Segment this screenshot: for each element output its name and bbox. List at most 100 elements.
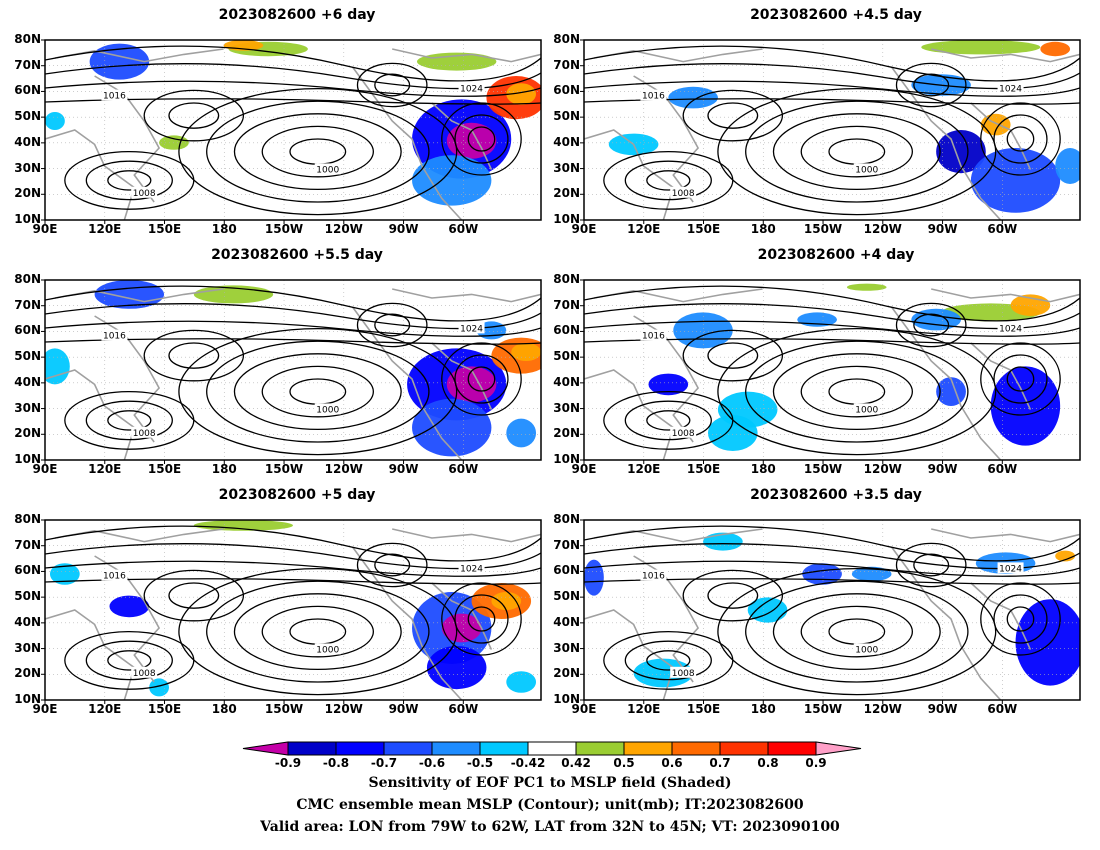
- colorbar-swatch: [287, 741, 337, 756]
- longitude-label: 60W: [448, 462, 479, 476]
- longitude-label: 150E: [147, 702, 182, 716]
- longitude-label: 90E: [32, 462, 58, 476]
- colorbar-swatch: [671, 741, 721, 756]
- contour-label: 1000: [855, 405, 878, 415]
- longitude-label: 120W: [863, 702, 902, 716]
- latitude-label: 30N: [14, 640, 41, 655]
- longitude-label: 150E: [686, 222, 721, 236]
- longitude-label: 180: [211, 702, 237, 716]
- sensitivity-shading: [49, 563, 80, 585]
- contour-label: 1016: [103, 92, 126, 102]
- longitude-label: 120E: [627, 222, 661, 236]
- latitude-label: 70N: [14, 57, 41, 72]
- latitude-label: 30N: [553, 640, 580, 655]
- latitude-label: 40N: [14, 614, 41, 629]
- colorbar-tick-label: 0.8: [757, 756, 779, 770]
- colorbar-swatch: [767, 741, 817, 756]
- contour-label: 1000: [855, 645, 878, 655]
- sensitivity-shading: [412, 398, 492, 457]
- sensitivity-shading: [1055, 550, 1076, 562]
- contour-label: 1024: [999, 324, 1022, 334]
- sensitivity-shading: [633, 658, 694, 688]
- longitude-label: 150E: [686, 462, 721, 476]
- longitude-label: 90W: [388, 702, 419, 716]
- map-panel-2: 1000 1008 1016 1024: [584, 40, 1080, 220]
- latitude-label: 10N: [14, 452, 41, 466]
- colorbar-tick-label: -0.5: [466, 756, 494, 770]
- longitude-label: 60W: [987, 702, 1018, 716]
- contour-label: 1024: [460, 324, 483, 334]
- contour-label: 1008: [672, 669, 695, 679]
- colorbar-swatch: [335, 741, 385, 756]
- latitude-label: 10N: [553, 452, 580, 466]
- latitude-label: 30N: [553, 400, 580, 415]
- latitude-label: 10N: [553, 692, 580, 706]
- contour-label: 1000: [316, 165, 339, 175]
- latitude-label: 40N: [553, 614, 580, 629]
- latitude-label: 20N: [553, 666, 580, 681]
- colorbar: [242, 741, 862, 756]
- latitude-label: 80N: [553, 272, 580, 286]
- longitude-label: 90W: [927, 462, 958, 476]
- longitude-label: 150E: [147, 462, 182, 476]
- sensitivity-shading: [511, 343, 541, 361]
- sensitivity-shading: [441, 613, 482, 643]
- latitude-label: 80N: [553, 512, 580, 526]
- latitude-label: 60N: [553, 563, 580, 578]
- latitude-label: 60N: [14, 83, 41, 98]
- sensitivity-shading: [921, 40, 1041, 55]
- latitude-label: 70N: [553, 537, 580, 552]
- longitude-label: 90E: [32, 222, 58, 236]
- longitude-label: 150E: [147, 222, 182, 236]
- latitude-label: 50N: [553, 349, 580, 364]
- latitude-label: 50N: [553, 109, 580, 124]
- longitude-label: 60W: [448, 702, 479, 716]
- colorbar-swatch: [431, 741, 481, 756]
- latitude-label: 20N: [14, 186, 41, 201]
- latitude-label: 40N: [553, 134, 580, 149]
- longitude-label: 150W: [264, 702, 304, 716]
- latitude-label: 20N: [14, 426, 41, 441]
- sensitivity-shading: [506, 83, 537, 105]
- latitude-label: 80N: [14, 32, 41, 46]
- sensitivity-shading: [1015, 599, 1080, 686]
- contour-label: 1016: [103, 332, 126, 342]
- latitude-label: 60N: [14, 323, 41, 338]
- sensitivity-shading: [846, 283, 887, 291]
- latitude-label: 30N: [14, 400, 41, 415]
- sensitivity-shading: [1055, 148, 1080, 184]
- longitude-label: 180: [211, 222, 237, 236]
- panel-title: 2023082600 +5.5 day: [211, 247, 383, 263]
- contour-label: 1008: [133, 189, 156, 199]
- sensitivity-shading: [45, 112, 65, 130]
- colorbar-tick-label: -0.42: [510, 756, 546, 770]
- panel-title: 2023082600 +6 day: [218, 7, 376, 23]
- sensitivity-shading: [506, 671, 537, 693]
- sensitivity-shading: [412, 155, 492, 206]
- contour-label: 1000: [316, 405, 339, 415]
- latitude-label: 70N: [553, 297, 580, 312]
- latitude-label: 20N: [14, 666, 41, 681]
- longitude-label: 60W: [448, 222, 479, 236]
- contour-label: 1024: [460, 84, 483, 94]
- colorbar-tick-label: 0.6: [661, 756, 683, 770]
- sensitivity-shading: [648, 373, 689, 396]
- latitude-label: 50N: [14, 589, 41, 604]
- sensitivity-shading: [911, 308, 961, 331]
- sensitivity-shading: [149, 678, 169, 697]
- contour-label: 1008: [672, 429, 695, 439]
- colorbar-tick-label: -0.6: [418, 756, 446, 770]
- contour-label: 1016: [642, 92, 665, 102]
- latitude-label: 20N: [553, 426, 580, 441]
- longitude-label: 90E: [571, 222, 597, 236]
- sensitivity-shading: [506, 418, 537, 448]
- sensitivity-shading: [668, 86, 718, 109]
- latitude-label: 20N: [553, 186, 580, 201]
- colorbar-swatch: [575, 741, 625, 756]
- caption-line-3: Valid area: LON from 79W to 62W, LAT fro…: [260, 819, 840, 835]
- longitude-label: 180: [750, 462, 776, 476]
- longitude-label: 120W: [324, 702, 363, 716]
- latitude-label: 50N: [553, 589, 580, 604]
- sensitivity-shading: [45, 348, 70, 385]
- longitude-label: 60W: [987, 222, 1018, 236]
